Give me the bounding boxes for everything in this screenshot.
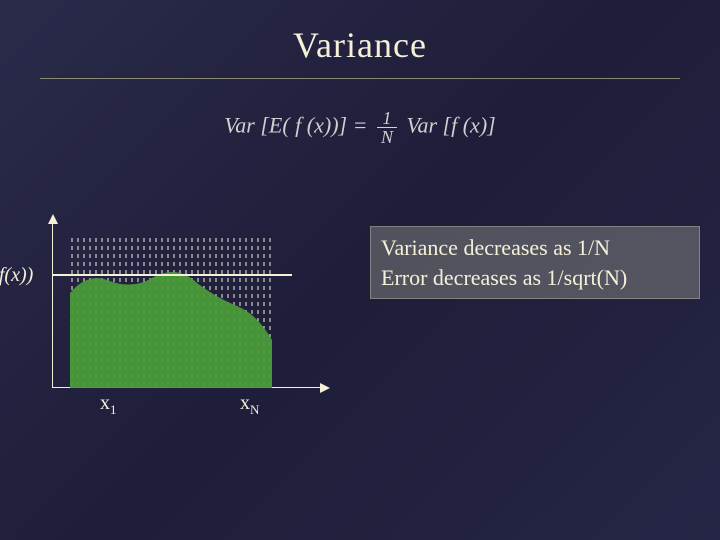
x-axis-arrow-icon — [320, 383, 330, 393]
formula-fraction: 1 N — [377, 109, 397, 146]
formula-lhs-inner: E( f (x)) — [269, 113, 339, 138]
x-label-last-base: x — [240, 392, 250, 414]
formula-rhs-inner: f (x) — [451, 113, 487, 138]
y-axis-label: E(f(x)) — [0, 264, 33, 287]
x-label-first-base: x — [100, 392, 110, 414]
formula-bracket: [ — [443, 113, 452, 138]
chart-area: E(f(x)) x1 xN — [30, 186, 340, 426]
content-row: E(f(x)) x1 xN Variance decreases as 1/N … — [0, 186, 720, 426]
textbox-line-1: Variance decreases as 1/N — [381, 233, 689, 263]
fraction-numerator: 1 — [377, 109, 397, 128]
formula-bracket: [ — [260, 113, 269, 138]
density-curve — [70, 272, 272, 388]
x-axis-label-last: xN — [240, 392, 259, 418]
x-axis-label-first: x1 — [100, 392, 117, 418]
title-underline — [40, 78, 680, 79]
textbox-line-2: Error decreases as 1/sqrt(N) — [381, 263, 689, 293]
x-label-first-sub: 1 — [110, 402, 117, 417]
formula-bracket: ] — [339, 113, 348, 138]
y-axis-arrow-icon — [48, 214, 58, 224]
formula-var-rhs: Var — [406, 113, 437, 138]
explanation-textbox: Variance decreases as 1/N Error decrease… — [370, 226, 700, 299]
x-label-last-sub: N — [250, 402, 259, 417]
formula-var-lhs: Var — [224, 113, 255, 138]
variance-formula: Var [E( f (x))] = 1 N Var [f (x)] — [0, 109, 720, 146]
chart-svg — [52, 228, 292, 388]
slide-title: Variance — [0, 0, 720, 78]
expected-value-line — [52, 274, 292, 276]
formula-bracket: ] — [487, 113, 496, 138]
fraction-denominator: N — [377, 128, 397, 146]
formula-equals: = — [353, 113, 373, 138]
